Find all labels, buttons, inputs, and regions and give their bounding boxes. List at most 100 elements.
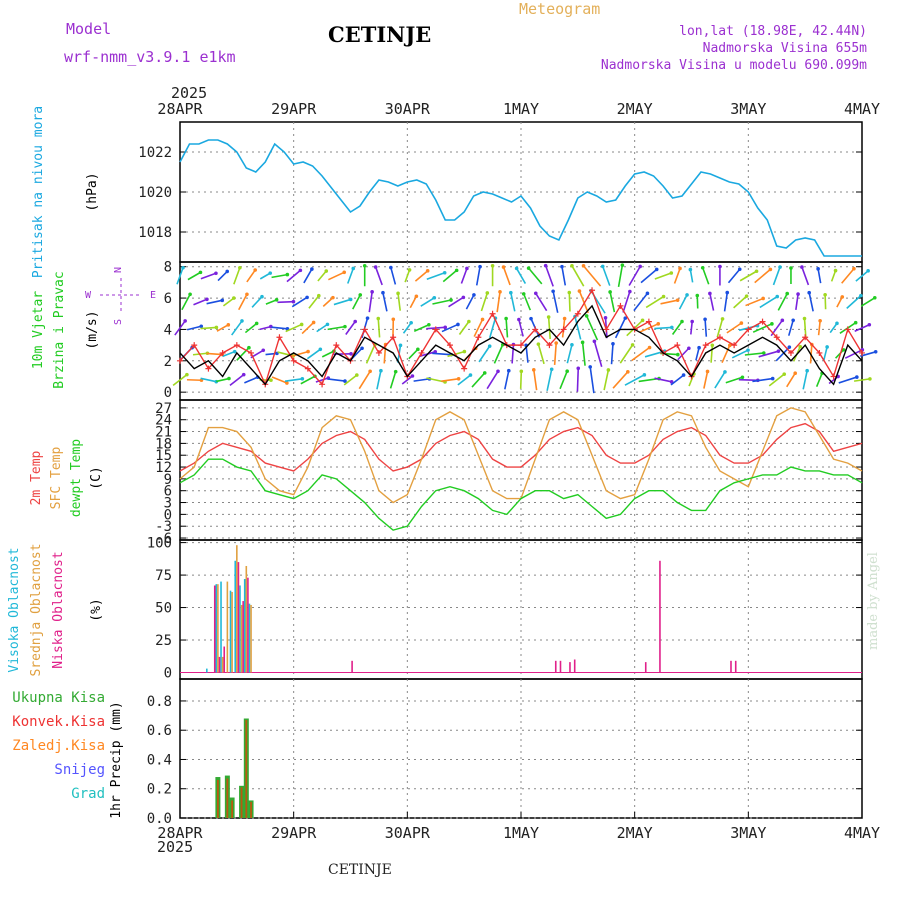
wind-ylabel: 10m Vjetar	[31, 291, 46, 369]
wind-arrow	[695, 347, 700, 361]
pressure-ytick-label: 1022	[138, 145, 172, 161]
wind-arrow	[704, 319, 708, 337]
wind-arrowhead	[796, 292, 800, 296]
wind-arrow	[408, 348, 419, 360]
wind-arrow	[176, 267, 184, 285]
wind-arrowhead	[456, 376, 461, 381]
wind-arrowhead	[442, 270, 447, 275]
wind-arrow	[457, 374, 471, 386]
wind-ylabel-2: Brzina i Pravac	[52, 271, 67, 388]
wind-gust-marker	[745, 326, 752, 333]
wind-arrow	[645, 295, 664, 309]
wind-arrowhead	[370, 290, 374, 294]
wind-arrowhead	[396, 291, 400, 296]
wind-arrow	[238, 293, 248, 311]
wind-arrowhead	[238, 265, 242, 270]
x-tick-label-top: 4MAY	[844, 100, 880, 118]
wind-arrow	[690, 321, 693, 335]
temperature-ytick-label: 0	[164, 507, 172, 523]
wind-arrowhead	[630, 343, 635, 347]
wind-arrowhead	[478, 264, 482, 269]
wind-arrow	[561, 266, 567, 286]
wind-arrowhead	[560, 264, 564, 269]
precip-legend-entry: Ukupna Kisa	[12, 690, 105, 706]
wind-arrowhead	[291, 299, 296, 304]
wind-arrowhead	[739, 321, 744, 325]
wind-arrowhead	[768, 267, 773, 272]
wind-arrowhead	[770, 376, 775, 381]
wind-arrowhead	[703, 317, 707, 322]
wind-ytick-label: 0	[164, 385, 172, 401]
wind-arrowhead	[181, 265, 185, 270]
wind-arrowhead	[260, 294, 264, 299]
wind-arrowhead	[740, 375, 745, 380]
wind-arrowhead	[727, 343, 732, 348]
wind-arrow	[244, 376, 259, 384]
wind-arrow	[480, 292, 489, 312]
wind-arrow	[368, 291, 373, 313]
wind-arrow	[744, 352, 764, 356]
wind-arrow	[174, 320, 186, 336]
wind-arrow	[817, 320, 821, 336]
x-tick-label-bottom: 3MAY	[730, 824, 766, 842]
wind-arrowhead	[669, 271, 674, 275]
wind-arrowhead	[465, 266, 469, 271]
wind-arrow	[846, 295, 862, 309]
compass-west-label: W	[85, 290, 92, 301]
wind-arrowhead	[867, 322, 872, 327]
wind-arrowhead	[188, 292, 192, 297]
wind-arrowhead	[299, 322, 304, 327]
wind-arrow	[709, 293, 715, 311]
wind-unit-label: (m/s)	[85, 310, 100, 349]
wind-gust-marker	[205, 365, 212, 372]
wind-gust-marker	[461, 365, 468, 372]
wind-arrowhead	[580, 340, 585, 345]
wind-arrowhead	[376, 316, 381, 321]
year-label-top: 2025	[171, 84, 208, 102]
wind-arrowhead	[720, 317, 725, 321]
wind-arrowhead	[776, 349, 781, 353]
wind-arrowhead	[695, 293, 700, 298]
wind-arrowhead	[487, 344, 492, 348]
wind-arrow	[841, 268, 855, 284]
wind-arrowhead	[640, 318, 645, 323]
wind-gust-marker	[375, 349, 382, 356]
wind-arrowhead	[368, 369, 372, 374]
station-title: CETINJE	[328, 22, 432, 47]
wind-arrow	[622, 291, 631, 313]
wind-arrow	[566, 344, 573, 364]
precip-legend-entry: Zaledj.Kisa	[12, 738, 105, 754]
wind-arrow	[817, 268, 822, 284]
wind-arrow	[265, 299, 277, 305]
wind-arrow	[671, 321, 683, 335]
wind-arrowhead	[841, 348, 846, 352]
wind-arrowhead	[247, 345, 251, 350]
wind-arrowhead	[325, 322, 330, 327]
wind-arrowhead	[355, 373, 359, 377]
wind-arrowhead	[498, 290, 502, 294]
wind-gust-marker	[702, 342, 709, 349]
wind-arrow	[727, 268, 741, 284]
wind-arrow	[552, 291, 559, 313]
wind-arrowhead	[268, 271, 273, 275]
wind-arrow	[777, 293, 788, 311]
precip-conv-bar	[231, 800, 233, 818]
wind-arrowhead	[670, 325, 674, 330]
wind-arrow	[389, 371, 397, 389]
wind-arrowhead	[620, 263, 625, 267]
wind-arrowhead	[362, 263, 367, 268]
wind-arrowhead	[570, 264, 574, 268]
wind-arrow	[535, 292, 548, 312]
wind-arrow	[559, 370, 568, 390]
wind-arrowhead	[509, 290, 513, 295]
wind-arrowhead	[183, 319, 187, 323]
wind-arrowhead	[274, 298, 279, 302]
wind-arrowhead	[318, 347, 323, 352]
wind-arrow	[589, 366, 595, 394]
wind-arrow	[716, 318, 724, 338]
wind-arrow	[441, 323, 459, 333]
wind-arrowhead	[214, 271, 218, 276]
wind-gust-marker	[716, 334, 723, 341]
wind-arrow	[835, 349, 845, 359]
wind-arrow	[689, 269, 694, 283]
